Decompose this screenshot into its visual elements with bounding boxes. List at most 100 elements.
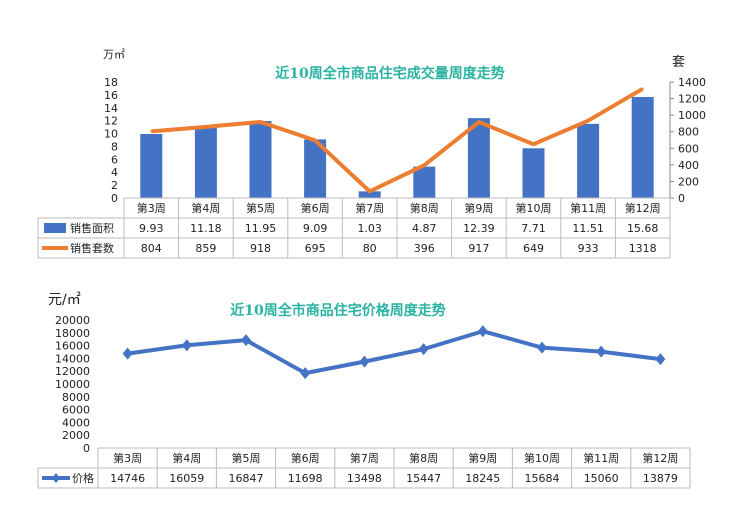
legend-label: 销售面积 xyxy=(70,221,114,235)
category-label: 第10周 xyxy=(516,201,552,215)
category-label: 第9周 xyxy=(468,451,497,465)
y-tick-label: 8 xyxy=(111,140,118,153)
category-label: 第3周 xyxy=(137,201,166,215)
y-tick-label: 18 xyxy=(104,76,118,89)
data-cell: 1318 xyxy=(629,242,657,255)
y-tick-label: 0 xyxy=(83,442,90,455)
diamond-marker xyxy=(122,347,133,360)
bar xyxy=(358,191,381,198)
data-cell: 4.87 xyxy=(412,222,437,235)
diamond-marker xyxy=(359,355,370,368)
category-label: 第3周 xyxy=(113,451,142,465)
right-axis-unit: 套 xyxy=(672,54,685,70)
category-label: 第12周 xyxy=(642,451,678,465)
y2-tick-label: 800 xyxy=(678,126,699,139)
category-label: 第12周 xyxy=(625,201,661,215)
bar xyxy=(304,139,327,198)
legend-marker xyxy=(52,473,60,483)
line-point xyxy=(204,125,207,128)
category-label: 第9周 xyxy=(464,201,493,215)
line-point xyxy=(423,164,426,167)
data-cell: 918 xyxy=(250,242,271,255)
data-cell: 11.95 xyxy=(245,222,277,235)
line-point xyxy=(587,119,590,122)
bar xyxy=(194,125,217,198)
data-cell: 16059 xyxy=(169,472,204,485)
y2-tick-label: 1000 xyxy=(678,109,706,122)
data-cell: 13879 xyxy=(643,472,678,485)
data-cell: 396 xyxy=(414,242,435,255)
data-cell: 13498 xyxy=(347,472,382,485)
category-label: 第10周 xyxy=(524,451,560,465)
line-point xyxy=(259,120,262,123)
category-label: 第8周 xyxy=(409,451,438,465)
line-point xyxy=(477,121,480,124)
y2-tick-label: 0 xyxy=(678,192,685,205)
y-tick-label: 6 xyxy=(111,153,118,166)
y-tick-label: 14 xyxy=(104,102,118,115)
category-label: 第6周 xyxy=(301,201,330,215)
category-label: 第6周 xyxy=(291,451,320,465)
diamond-marker xyxy=(477,325,488,338)
line-series xyxy=(127,329,661,376)
data-cell: 15684 xyxy=(525,472,560,485)
category-label: 第4周 xyxy=(191,201,220,215)
axis-unit: 元/㎡ xyxy=(48,292,81,308)
data-cell: 15060 xyxy=(584,472,619,485)
sales-volume-chart: 万㎡ 套 近10周全市商品住宅成交量周度走势 02468101214161802… xyxy=(37,48,706,259)
line-point xyxy=(532,143,535,146)
data-cell: 18245 xyxy=(465,472,500,485)
data-cell: 15447 xyxy=(406,472,441,485)
legend-label: 销售套数 xyxy=(70,241,114,255)
diamond-marker xyxy=(537,341,547,354)
data-cell: 12.39 xyxy=(463,222,495,235)
y-tick-label: 0 xyxy=(111,192,118,205)
y-tick-label: 2000 xyxy=(62,429,90,442)
y-tick-label: 10 xyxy=(104,128,118,141)
data-cell: 804 xyxy=(141,242,162,255)
bar xyxy=(249,120,272,198)
diamond-marker xyxy=(181,339,192,352)
chart-title: 近10周全市商品住宅价格周度走势 xyxy=(230,302,445,319)
data-cell: 1.03 xyxy=(357,222,382,235)
bar xyxy=(140,134,163,198)
diamond-marker xyxy=(418,343,429,356)
data-cell: 16847 xyxy=(229,472,264,485)
data-cell: 11.18 xyxy=(190,222,222,235)
legend-swatch-bar xyxy=(44,223,66,233)
data-cell: 917 xyxy=(468,242,489,255)
diamond-marker xyxy=(655,353,666,366)
category-label: 第5周 xyxy=(232,451,261,465)
data-cell: 80 xyxy=(363,242,377,255)
data-cell: 11.51 xyxy=(572,222,604,235)
data-cell: 649 xyxy=(523,242,544,255)
data-cell: 9.09 xyxy=(303,222,328,235)
y-tick-label: 6000 xyxy=(62,404,90,417)
category-label: 第11周 xyxy=(583,451,619,465)
bar xyxy=(467,118,490,198)
y-tick-label: 16 xyxy=(104,89,118,102)
y-tick-label: 4 xyxy=(111,166,118,179)
y-tick-label: 10000 xyxy=(55,378,90,391)
diamond-marker xyxy=(596,345,607,358)
y2-tick-label: 1400 xyxy=(678,76,706,89)
y-tick-label: 12 xyxy=(104,115,118,128)
y-tick-label: 18000 xyxy=(55,327,90,340)
bar xyxy=(522,148,545,198)
y-tick-label: 8000 xyxy=(62,391,90,404)
y-tick-label: 20000 xyxy=(55,314,90,327)
diamond-marker xyxy=(241,334,251,347)
data-cell: 11698 xyxy=(288,472,323,485)
y-tick-label: 16000 xyxy=(55,340,90,353)
category-label: 第5周 xyxy=(246,201,275,215)
data-cell: 7.71 xyxy=(521,222,546,235)
y2-tick-label: 200 xyxy=(678,175,699,188)
y2-tick-label: 1200 xyxy=(678,93,706,106)
y2-tick-label: 400 xyxy=(678,159,699,172)
data-cell: 695 xyxy=(305,242,326,255)
line-series xyxy=(151,87,644,194)
y-tick-label: 2 xyxy=(111,179,118,192)
y2-tick-label: 600 xyxy=(678,142,699,155)
bar xyxy=(631,96,654,198)
